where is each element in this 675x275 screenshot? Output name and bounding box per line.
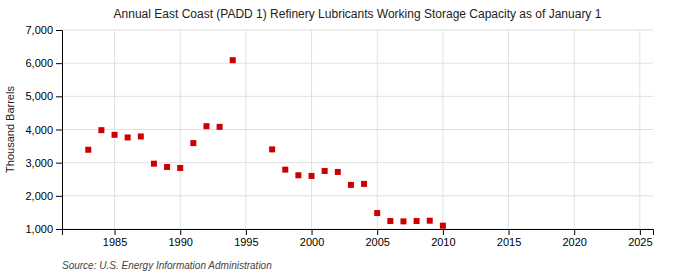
- y-tick: 3,000: [25, 157, 62, 169]
- point: [177, 165, 183, 171]
- x-tick-mark: [443, 229, 444, 235]
- grid-line-y: [62, 63, 653, 64]
- points: [85, 57, 446, 229]
- x-tick: 1990: [168, 229, 192, 248]
- point: [309, 173, 315, 179]
- y-tick: 7,000: [25, 24, 62, 36]
- y-tick: 2,000: [25, 190, 62, 202]
- x-tick-mark: [640, 229, 641, 235]
- point: [295, 172, 301, 178]
- grid-line-y: [62, 96, 653, 97]
- x-tick-mark: [246, 229, 247, 235]
- x-tick: 2020: [562, 229, 586, 248]
- grid: [62, 30, 653, 229]
- y-tick-label: 2,000: [25, 190, 53, 202]
- point: [400, 218, 406, 224]
- source-note: Source: U.S. Energy Information Administ…: [62, 260, 272, 271]
- point: [335, 169, 341, 175]
- y-axis: 1,000 2,000 3,000 4,000 5,000 6,000 7,000: [25, 24, 62, 235]
- y-tick: 5,000: [25, 90, 62, 102]
- grid-line-y: [62, 30, 653, 31]
- y-tick: 6,000: [25, 57, 62, 69]
- point: [414, 218, 420, 224]
- point: [112, 132, 118, 138]
- x-tick-label: 2010: [431, 236, 455, 248]
- x-tick-mark: [377, 229, 378, 235]
- x-tick-mark: [312, 229, 313, 235]
- y-tick-mark: [56, 30, 62, 31]
- point: [374, 210, 380, 216]
- y-axis-line: [56, 31, 63, 230]
- point: [217, 124, 223, 130]
- x-axis: 1985 1990 1995 2000 2005 2010 2015 2020 2025: [63, 229, 654, 248]
- point: [125, 134, 131, 140]
- x-tick-label: 2005: [365, 236, 389, 248]
- grid-line-y: [62, 195, 653, 196]
- y-tick-label: 6,000: [25, 57, 53, 69]
- y-tick-label: 7,000: [25, 24, 53, 36]
- point: [282, 167, 288, 173]
- x-tick-label: 2025: [628, 236, 652, 248]
- point: [138, 133, 144, 139]
- y-tick: 1,000: [25, 223, 62, 235]
- x-tick-label: 1995: [234, 236, 258, 248]
- grid-line-y: [62, 129, 653, 130]
- x-tick: 2005: [365, 229, 389, 248]
- x-tick-mark: [574, 229, 575, 235]
- point: [269, 146, 275, 152]
- title: Annual East Coast (PADD 1) Refinery Lubr…: [114, 7, 602, 21]
- y-tick-label: 5,000: [25, 90, 53, 102]
- point: [361, 181, 367, 187]
- x-tick: 2015: [497, 229, 521, 248]
- x-tick: 2000: [300, 229, 324, 248]
- x-tick: 1995: [234, 229, 258, 248]
- point: [387, 218, 393, 224]
- x-tick-mark: [509, 229, 510, 235]
- y-tick-mark: [56, 96, 62, 97]
- grid-line-y: [62, 162, 653, 163]
- point: [98, 127, 104, 133]
- point: [440, 223, 446, 229]
- x-tick: 1985: [103, 229, 127, 248]
- x-tick-label: 2000: [300, 236, 324, 248]
- y-tick: 4,000: [25, 124, 62, 136]
- x-tick-label: 1985: [103, 236, 127, 248]
- point: [203, 123, 209, 129]
- point: [427, 218, 433, 224]
- x-tick-mark: [115, 229, 116, 235]
- point: [348, 182, 354, 188]
- x-tick-label: 2020: [562, 236, 586, 248]
- plot-area: 1985 1990 1995 2000 2005 2010 2015 2020 2025 1,00…: [25, 24, 653, 248]
- x-tick-label: 2015: [497, 236, 521, 248]
- y-tick-label: 3,000: [25, 157, 53, 169]
- point: [151, 161, 157, 167]
- point: [322, 168, 328, 174]
- x-tick: 2010: [431, 229, 455, 248]
- y-tick-mark: [56, 63, 62, 64]
- y-tick-label: 4,000: [25, 124, 53, 136]
- point: [230, 57, 236, 63]
- point: [164, 164, 170, 170]
- y-tick-label: 1,000: [25, 223, 53, 235]
- x-tick-label: 1990: [168, 236, 192, 248]
- x-axis-line: [63, 230, 654, 236]
- y-tick-mark: [56, 163, 62, 164]
- y-axis-title: Thousand Barrels: [4, 86, 16, 173]
- y-tick-mark: [56, 130, 62, 131]
- x-tick-mark: [180, 229, 181, 235]
- y-tick-mark: [56, 196, 62, 197]
- point: [85, 147, 91, 153]
- x-tick: 2025: [628, 229, 652, 248]
- y-tick-mark: [56, 229, 62, 230]
- point: [190, 140, 196, 146]
- chart: 1985 1990 1995 2000 2005 2010 2015 2020 2025 1,00…: [0, 0, 675, 275]
